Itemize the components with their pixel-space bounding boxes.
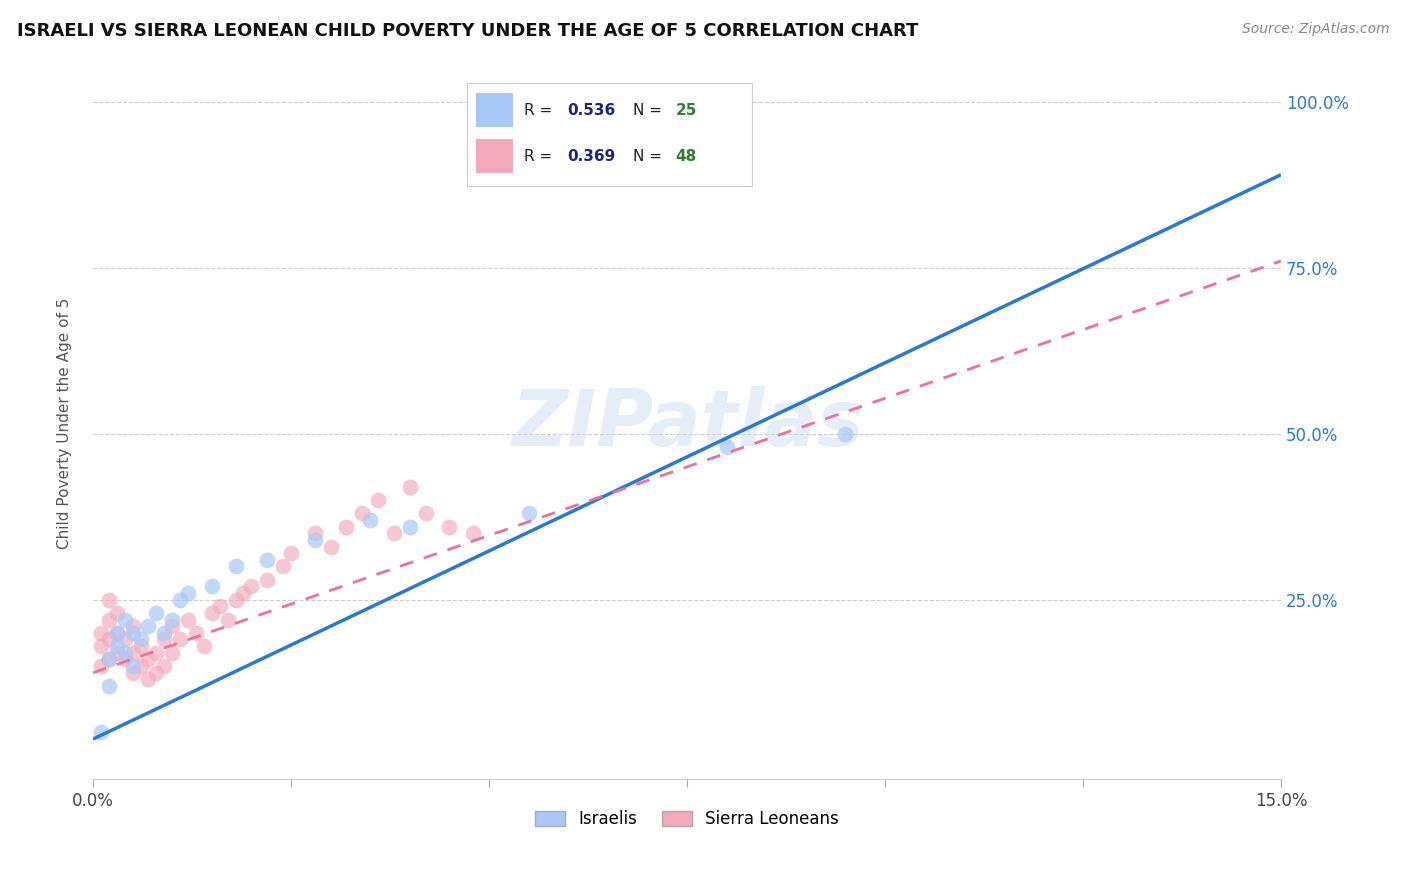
- Point: [145, 665, 167, 680]
- Point: [114, 646, 136, 660]
- Point: [105, 625, 128, 640]
- Point: [415, 507, 437, 521]
- Point: [359, 513, 381, 527]
- Point: [90, 659, 112, 673]
- Point: [160, 646, 183, 660]
- Point: [153, 625, 176, 640]
- Point: [129, 659, 152, 673]
- Point: [201, 579, 224, 593]
- Point: [367, 493, 389, 508]
- Y-axis label: Child Poverty Under the Age of 5: Child Poverty Under the Age of 5: [58, 298, 72, 549]
- Point: [138, 619, 160, 633]
- Point: [517, 507, 540, 521]
- Point: [160, 619, 183, 633]
- Point: [169, 592, 191, 607]
- Point: [256, 553, 278, 567]
- Point: [184, 625, 207, 640]
- Point: [439, 519, 461, 533]
- Point: [97, 652, 120, 666]
- Point: [97, 613, 120, 627]
- Point: [177, 613, 200, 627]
- Point: [145, 606, 167, 620]
- Point: [834, 426, 856, 441]
- Point: [398, 480, 420, 494]
- Legend: Israelis, Sierra Leoneans: Israelis, Sierra Leoneans: [529, 803, 846, 835]
- Text: Source: ZipAtlas.com: Source: ZipAtlas.com: [1241, 22, 1389, 37]
- Point: [129, 632, 152, 647]
- Point: [105, 646, 128, 660]
- Point: [225, 592, 247, 607]
- Point: [319, 540, 342, 554]
- Point: [90, 625, 112, 640]
- Point: [105, 639, 128, 653]
- Point: [463, 526, 485, 541]
- Point: [121, 646, 143, 660]
- Point: [121, 625, 143, 640]
- Point: [352, 507, 374, 521]
- Point: [145, 646, 167, 660]
- Point: [105, 606, 128, 620]
- Point: [240, 579, 263, 593]
- Text: ZIPatlas: ZIPatlas: [510, 385, 863, 462]
- Point: [121, 665, 143, 680]
- Point: [382, 526, 405, 541]
- Point: [716, 440, 738, 454]
- Point: [129, 639, 152, 653]
- Point: [217, 613, 239, 627]
- Point: [280, 546, 302, 560]
- Text: ISRAELI VS SIERRA LEONEAN CHILD POVERTY UNDER THE AGE OF 5 CORRELATION CHART: ISRAELI VS SIERRA LEONEAN CHILD POVERTY …: [17, 22, 918, 40]
- Point: [256, 573, 278, 587]
- Point: [193, 639, 215, 653]
- Point: [90, 725, 112, 739]
- Point: [208, 599, 231, 614]
- Point: [335, 519, 357, 533]
- Point: [232, 586, 254, 600]
- Point: [398, 519, 420, 533]
- Point: [201, 606, 224, 620]
- Point: [105, 625, 128, 640]
- Point: [97, 679, 120, 693]
- Point: [121, 619, 143, 633]
- Point: [153, 659, 176, 673]
- Point: [271, 559, 294, 574]
- Point: [169, 632, 191, 647]
- Point: [114, 613, 136, 627]
- Point: [304, 526, 326, 541]
- Point: [138, 652, 160, 666]
- Point: [97, 592, 120, 607]
- Point: [97, 652, 120, 666]
- Point: [138, 673, 160, 687]
- Point: [90, 639, 112, 653]
- Point: [114, 632, 136, 647]
- Point: [97, 632, 120, 647]
- Point: [121, 659, 143, 673]
- Point: [160, 613, 183, 627]
- Point: [114, 652, 136, 666]
- Point: [177, 586, 200, 600]
- Point: [304, 533, 326, 547]
- Point: [153, 632, 176, 647]
- Point: [225, 559, 247, 574]
